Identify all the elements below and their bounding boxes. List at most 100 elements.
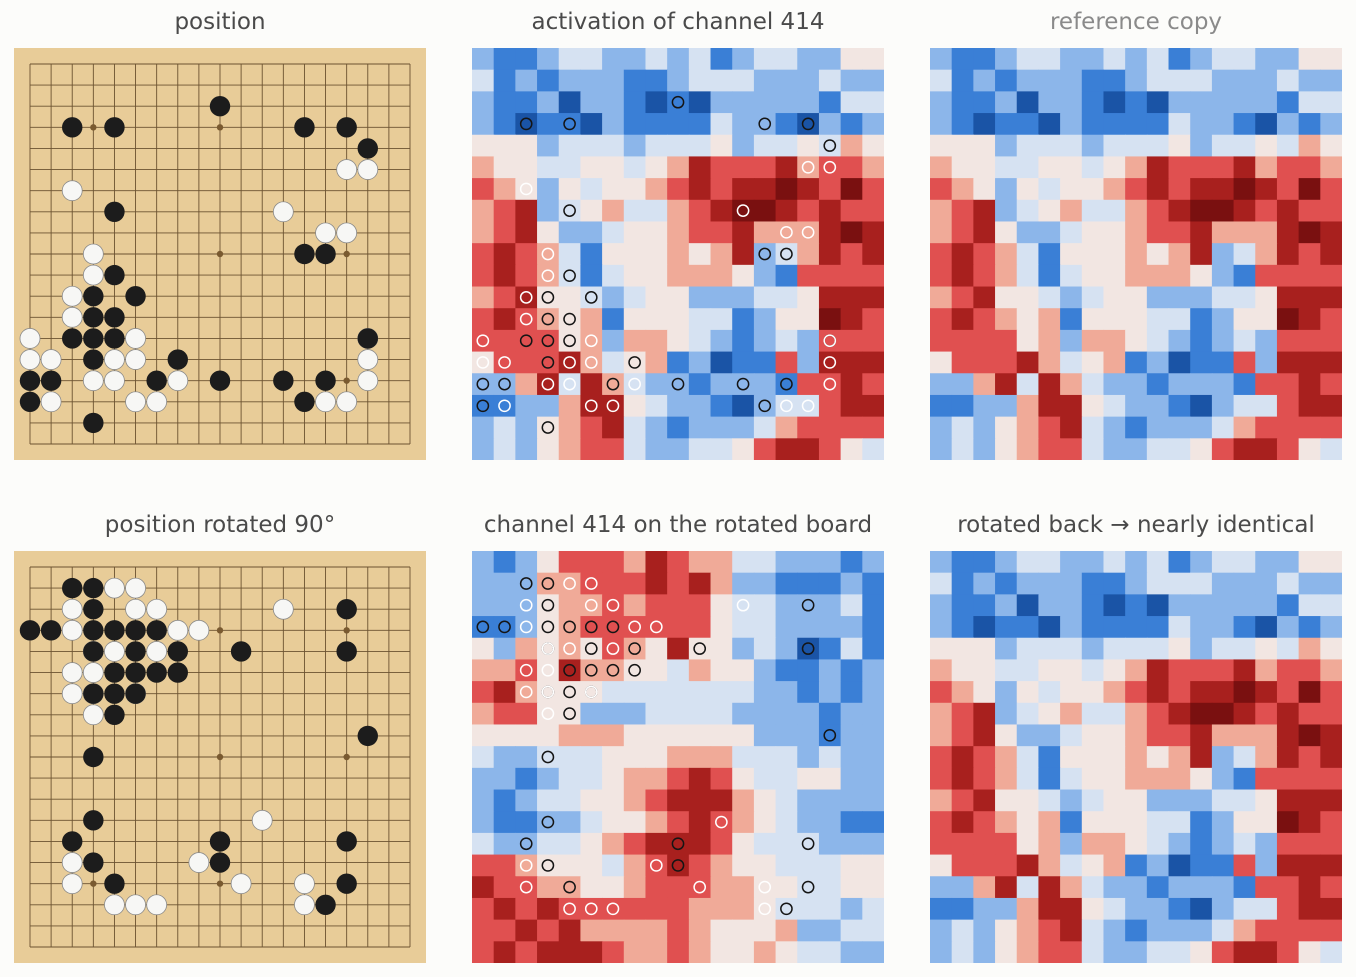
black-stone (125, 286, 146, 307)
heat-cell (732, 767, 755, 791)
black-stone (294, 391, 315, 412)
heat-cell (1146, 69, 1170, 92)
heat-cell (775, 637, 798, 661)
heat-cell (1168, 156, 1191, 179)
white-stone-marker (563, 902, 576, 916)
heat-cell (1125, 832, 1148, 856)
white-stone (82, 243, 104, 265)
heat-cell (862, 221, 884, 244)
heat-cell (753, 897, 777, 921)
heat-cell (537, 416, 560, 439)
heat-cell (1146, 373, 1170, 396)
heat-cell (797, 351, 820, 374)
heat-cell (1060, 91, 1083, 114)
heat-cell (1276, 832, 1300, 856)
heat-cell (973, 351, 996, 374)
heat-cell (1211, 876, 1235, 899)
heat-cell (862, 659, 884, 682)
black-stone-marker (476, 377, 490, 391)
heat-cell (1276, 156, 1300, 179)
heat-cell (1233, 572, 1256, 595)
heat-cell (645, 178, 668, 201)
heat-cell (862, 876, 884, 899)
heat-cell (580, 832, 603, 856)
heat-cell (1146, 572, 1170, 595)
black-stone (209, 96, 231, 117)
heat-cell (1211, 789, 1235, 812)
heat-cell (840, 113, 863, 136)
heat-cell (951, 178, 974, 201)
heat-cell (602, 373, 625, 396)
heat-cell (710, 264, 733, 288)
heat-cell (797, 811, 820, 834)
heat-cell (973, 616, 996, 639)
heat-cell (1038, 681, 1061, 704)
black-stone-marker (519, 577, 533, 590)
heat-cell (1125, 746, 1148, 769)
heat-cell (688, 746, 712, 769)
heat-cell (930, 134, 953, 158)
heat-cell (1016, 702, 1040, 726)
heat-cell (1038, 594, 1061, 617)
heat-cell (1016, 351, 1040, 374)
heat-cell (1190, 551, 1213, 574)
heat-cell (623, 351, 647, 374)
heat-cell (840, 69, 863, 92)
heat-cell (602, 876, 625, 899)
white-stone (40, 391, 62, 413)
heat-cell (515, 811, 538, 834)
heat-cell (1146, 897, 1170, 921)
heat-cell (995, 681, 1018, 704)
heat-cell (1081, 941, 1105, 963)
heat-cell (1233, 199, 1256, 223)
heat-cell (1298, 221, 1321, 244)
heat-cell (580, 373, 603, 396)
heat-cell (580, 113, 603, 136)
heat-cell (580, 897, 603, 921)
heat-cell (1146, 681, 1170, 704)
heat-cell (623, 91, 647, 114)
heat-cell (973, 178, 996, 201)
heat-cell (602, 178, 625, 201)
heat-cell (1146, 594, 1170, 617)
heat-cell (1211, 551, 1235, 574)
heat-cell (1320, 243, 1342, 266)
white-stone (294, 894, 315, 916)
heat-cell (732, 876, 755, 899)
black-stone-marker (519, 837, 533, 851)
heat-cell (973, 264, 996, 288)
heat-cell (1081, 438, 1105, 460)
heat-cell (930, 243, 953, 266)
white-stone-marker (628, 377, 641, 391)
heat-cell (667, 941, 690, 963)
heat-cell (840, 243, 863, 266)
white-stone (104, 577, 125, 599)
heat-cell (1320, 637, 1342, 661)
black-stone (83, 810, 104, 831)
heat-cell (472, 264, 495, 288)
heat-cell (580, 941, 603, 963)
white-stone-marker (519, 880, 533, 894)
heat-cell (623, 438, 647, 460)
heat-cell (710, 438, 733, 460)
heat-cell (1276, 351, 1300, 374)
heat-cell (840, 416, 863, 439)
heat-cell (1016, 243, 1040, 266)
heat-cell (667, 416, 690, 439)
heat-cell (1233, 724, 1256, 747)
heat-cell (580, 594, 603, 617)
heat-cell (1146, 178, 1170, 201)
heat-cell (558, 637, 582, 661)
heat-cell (995, 69, 1018, 92)
panel-title-rotated-activation: channel 414 on the rotated board (483, 512, 873, 538)
heat-cell (710, 416, 733, 439)
heat-cell (515, 746, 538, 769)
white-stone (294, 873, 315, 895)
heat-cell (775, 876, 798, 899)
heat-cell (1168, 286, 1191, 309)
heat-cell (732, 308, 755, 331)
heat-cell (1168, 897, 1191, 921)
heat-cell (1168, 919, 1191, 942)
heat-cell (688, 308, 712, 331)
heat-cell (558, 811, 582, 834)
